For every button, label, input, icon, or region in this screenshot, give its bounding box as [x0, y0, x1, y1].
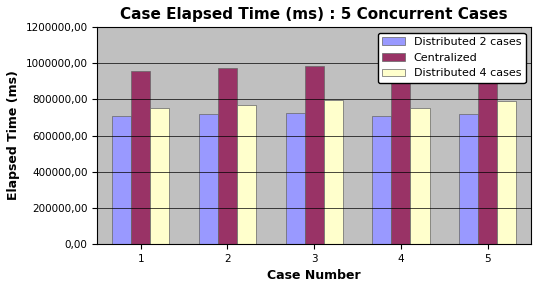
Bar — [237, 105, 256, 244]
Bar — [324, 100, 343, 244]
Bar — [410, 108, 429, 244]
Bar — [372, 116, 392, 244]
Title: Case Elapsed Time (ms) : 5 Concurrent Cases: Case Elapsed Time (ms) : 5 Concurrent Ca… — [121, 7, 508, 22]
Bar — [497, 101, 516, 244]
Bar — [199, 114, 218, 244]
Bar — [131, 71, 150, 244]
Bar — [392, 70, 410, 244]
Bar — [459, 114, 478, 244]
Bar — [286, 113, 305, 244]
Bar — [150, 108, 169, 244]
X-axis label: Case Number: Case Number — [267, 269, 361, 282]
Bar — [305, 66, 324, 244]
Y-axis label: Elapsed Time (ms): Elapsed Time (ms) — [7, 71, 20, 201]
Bar — [112, 116, 131, 244]
Legend: Distributed 2 cases, Centralized, Distributed 4 cases: Distributed 2 cases, Centralized, Distri… — [378, 33, 526, 83]
Bar — [478, 72, 497, 244]
Bar — [218, 68, 237, 244]
